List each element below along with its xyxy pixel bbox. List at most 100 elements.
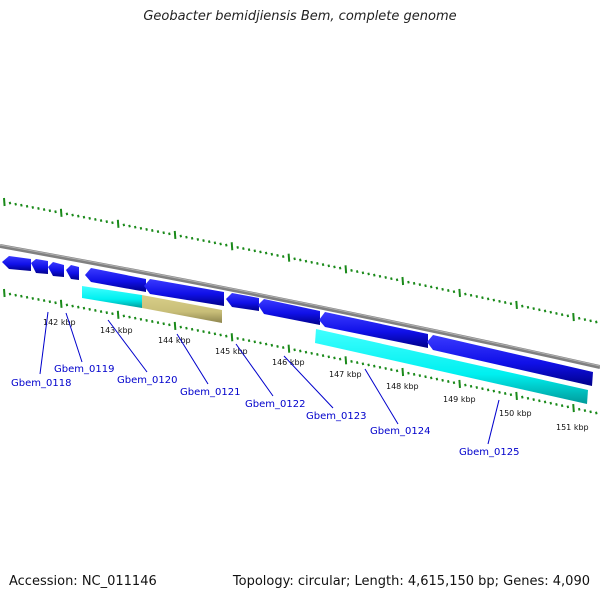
minor-tick <box>503 392 507 395</box>
minor-tick <box>219 242 222 246</box>
minor-tick <box>162 322 165 326</box>
minor-tick <box>469 384 473 388</box>
major-tick <box>230 242 234 251</box>
minor-tick <box>219 333 222 337</box>
minor-tick <box>82 215 86 219</box>
major-tick <box>515 300 518 309</box>
minor-tick <box>71 213 74 217</box>
minor-tick <box>253 340 257 344</box>
gene-label[interactable]: Gbem_0121 <box>180 387 240 398</box>
feature-bar-cyan[interactable] <box>315 329 588 404</box>
gene-label[interactable]: Gbem_0125 <box>459 447 519 458</box>
minor-tick <box>213 241 217 245</box>
minor-tick <box>469 293 473 297</box>
minor-tick <box>202 239 205 243</box>
minor-tick <box>236 336 239 340</box>
minor-tick <box>145 227 148 231</box>
major-tick <box>287 344 291 353</box>
minor-tick <box>407 371 410 375</box>
major-tick <box>572 313 575 322</box>
minor-tick <box>566 314 570 318</box>
minor-tick <box>270 252 274 256</box>
minor-tick <box>543 400 547 404</box>
minor-tick <box>168 323 171 327</box>
minor-tick <box>264 342 268 346</box>
minor-tick <box>213 332 217 336</box>
gene-arrow[interactable] <box>427 335 593 386</box>
minor-tick <box>447 289 450 292</box>
minor-tick <box>498 299 501 303</box>
minor-tick <box>361 271 365 275</box>
minor-tick <box>128 315 131 319</box>
gene-label[interactable]: Gbem_0119 <box>54 364 114 375</box>
minor-tick <box>321 354 325 358</box>
minor-tick <box>316 262 319 265</box>
gene-arrow[interactable] <box>2 256 31 271</box>
minor-tick <box>543 309 547 313</box>
leader-line <box>364 368 399 425</box>
outer-tick-ring <box>3 197 598 324</box>
leader-line <box>235 343 274 397</box>
kbp-label: 146 kbp <box>272 358 305 367</box>
minor-tick <box>538 308 541 312</box>
minor-tick <box>94 308 97 312</box>
gene-label[interactable]: Gbem_0118 <box>11 378 71 389</box>
minor-tick <box>549 310 553 314</box>
minor-tick <box>31 296 35 300</box>
minor-tick <box>270 343 274 347</box>
gene-arrow[interactable] <box>66 265 79 280</box>
minor-tick <box>583 409 587 412</box>
major-tick <box>116 310 120 319</box>
minor-tick <box>133 225 137 229</box>
genome-backbone <box>0 244 600 369</box>
minor-tick <box>242 247 245 250</box>
minor-tick <box>555 402 558 406</box>
leader-line <box>283 355 334 409</box>
gene-arrow[interactable] <box>319 312 428 348</box>
gene-arrow[interactable] <box>48 262 64 277</box>
minor-tick <box>196 238 200 241</box>
minor-tick <box>327 355 331 359</box>
minor-tick <box>350 269 353 272</box>
gene-label[interactable]: Gbem_0123 <box>306 411 366 422</box>
gene-label[interactable]: Gbem_0120 <box>117 375 177 386</box>
minor-tick <box>259 250 262 254</box>
minor-tick <box>293 257 296 261</box>
minor-tick <box>395 369 399 373</box>
minor-tick <box>310 260 313 264</box>
minor-tick <box>276 253 279 257</box>
minor-tick <box>378 365 382 369</box>
minor-tick <box>82 306 86 310</box>
feature-bar-cyan[interactable] <box>82 286 142 308</box>
gene-arrow[interactable] <box>258 299 320 325</box>
minor-tick <box>48 300 52 304</box>
minor-tick <box>464 292 467 296</box>
major-tick <box>287 253 291 262</box>
gene-label[interactable]: Gbem_0122 <box>245 399 305 410</box>
minor-tick <box>384 367 387 370</box>
gene-arrow[interactable] <box>226 293 259 311</box>
leader-line <box>107 319 148 373</box>
minor-tick <box>424 284 427 288</box>
gene-arrow[interactable] <box>144 279 224 306</box>
kbp-label: 151 kbp <box>556 423 589 432</box>
kbp-labels: 142 kbp 143 kbp 144 kbp 145 kbp 146 kbp … <box>43 318 589 432</box>
minor-tick <box>54 210 57 214</box>
minor-tick <box>310 351 313 355</box>
minor-tick <box>316 353 319 356</box>
gene-arrow[interactable] <box>85 268 146 292</box>
gene-label-leaders <box>39 311 500 445</box>
minor-tick <box>560 404 564 408</box>
kbp-label: 148 kbp <box>386 382 419 391</box>
minor-tick <box>196 329 200 332</box>
minor-tick <box>412 281 416 285</box>
gene-arrow[interactable] <box>31 259 48 274</box>
minor-tick <box>373 273 376 277</box>
feature-bar-khaki[interactable] <box>142 295 222 323</box>
gene-label[interactable]: Gbem_0124 <box>370 426 430 437</box>
minor-tick <box>526 305 530 309</box>
minor-tick <box>37 207 40 210</box>
minor-tick <box>14 202 17 206</box>
minor-tick <box>395 278 399 282</box>
